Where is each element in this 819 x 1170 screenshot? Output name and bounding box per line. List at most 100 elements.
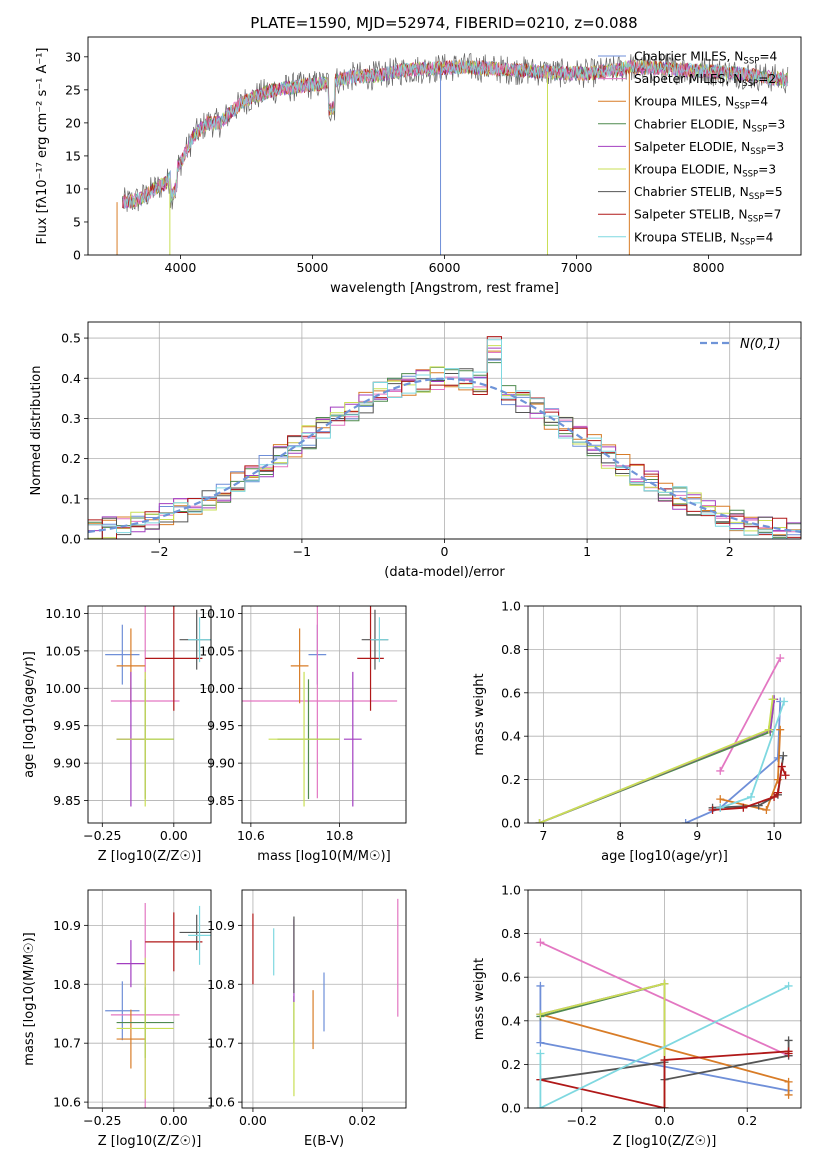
weight-series-1	[719, 657, 781, 772]
x-tick-label: 9	[693, 828, 701, 843]
x-tick-label: −0.25	[83, 828, 121, 843]
weight-point-marker	[716, 803, 725, 812]
legend-entry-name: Salpeter STELIB, N	[634, 208, 747, 222]
y-tick-label: 9.95	[207, 718, 235, 733]
weight-point-marker	[776, 654, 785, 663]
x-tick-label: −0.25	[83, 1113, 121, 1128]
mass_vs_EBV-frame	[241, 889, 407, 1109]
weight-series-3	[539, 699, 775, 823]
y-tick-label: 10.9	[207, 918, 235, 933]
y-tick-label: 9.85	[207, 793, 235, 808]
x-axis-label: Z [log10(Z/Z☉)]	[613, 1134, 717, 1149]
y-tick-label: 9.85	[53, 793, 81, 808]
weight-point-marker	[784, 1036, 793, 1045]
y-tick-label: 10.8	[53, 977, 81, 992]
x-tick-label: 0.02	[348, 1113, 376, 1128]
y-axis-label: Flux [fλ10⁻¹⁷ erg cm⁻² s⁻¹ A⁻¹]	[35, 48, 50, 245]
y-tick-label: 10	[65, 181, 81, 196]
weight-point-marker	[784, 1077, 793, 1086]
y-tick-label: 0.8	[501, 926, 521, 941]
weight-point-marker	[681, 819, 690, 823]
y-tick-label: 0.4	[61, 371, 81, 386]
age_vs_Z-plot-area	[105, 606, 211, 807]
weight-series-8	[539, 985, 789, 1108]
y-tick-label: 10.7	[207, 1036, 235, 1051]
y-axis-label: Normed distribution	[29, 366, 44, 496]
x-axis-label: E(B-V)	[304, 1134, 344, 1149]
weight-series-4	[539, 699, 775, 823]
spectrum-plot-area	[116, 53, 789, 255]
x-tick-label: 7000	[561, 260, 593, 275]
legend-entry: N(0,1)	[740, 337, 781, 352]
weight-point-marker	[770, 792, 779, 801]
mass_vs_EBV-panel: 0.00 0.02 10.6 10.7 10.8 10.9 E(B-V)	[207, 889, 407, 1149]
weight-point-marker	[660, 1104, 669, 1108]
weight_vs_Z-panel: −0.2 0.0 0.2 0.0 0.2 0.4 0.6 0.8 1.0 Z [log10(Z/Z…	[472, 883, 802, 1149]
weight-point-marker	[536, 981, 545, 990]
age_vs_Z-frame	[87, 605, 212, 824]
y-tick-label: 10.6	[53, 1095, 81, 1110]
x-tick-label: −1	[293, 544, 311, 559]
legend-entry-sub: SSP	[742, 79, 758, 89]
legend-entry-name: Chabrier MILES, N	[634, 50, 743, 64]
y-axis-label: age [log10(age/yr)]	[22, 651, 37, 778]
weight-point-marker	[739, 803, 748, 812]
y-tick-label: 0.1	[61, 491, 81, 506]
weight-point-marker	[762, 805, 771, 814]
legend-entry: Chabrier ELODIE, NSSP=3	[634, 117, 785, 134]
legend-entry-value: =7	[763, 208, 781, 222]
legend-entry-sub: SSP	[751, 124, 767, 134]
weight-point-marker	[660, 979, 669, 988]
weight-point-marker	[776, 725, 785, 734]
figure-title: PLATE=1590, MJD=52974, FIBERID=0210, z=0…	[250, 14, 637, 32]
x-tick-label: 5000	[297, 260, 329, 275]
x-tick-label: 10	[766, 828, 782, 843]
weight-point-marker	[708, 805, 717, 814]
age_vs_mass-panel: 10.6 10.8 9.85 9.90 9.95 10.00 10.05 10.10 mass …	[199, 605, 407, 864]
mass_vs_Z-plot-area	[105, 902, 211, 1108]
y-tick-label: 0.0	[501, 816, 521, 831]
legend-entry-value: =2	[758, 72, 776, 86]
legend-entry: Kroupa STELIB, NSSP=4	[634, 230, 774, 247]
weight-point-marker	[764, 725, 773, 734]
y-tick-label: 0.6	[501, 685, 521, 700]
spectrum-panel: 4000 5000 6000 7000 8000 0 5 10 15 20 25 30 waveleng…	[35, 36, 802, 296]
legend-entry-name: Chabrier STELIB, N	[634, 185, 749, 199]
x-tick-label: 0.2	[737, 1113, 757, 1128]
y-tick-label: 10.9	[53, 918, 81, 933]
legend-entry-value: =5	[765, 185, 783, 199]
x-tick-label: 0.00	[239, 1113, 267, 1128]
x-tick-label: 6000	[429, 260, 461, 275]
y-tick-label: 30	[65, 49, 81, 64]
y-tick-label: 1.0	[501, 599, 521, 614]
y-tick-label: 0.6	[501, 970, 521, 985]
y-tick-label: 0.3	[61, 411, 81, 426]
age_vs_Z-panel: −0.25 0.00 9.85 9.90 9.95 10.00 10.05 10.10 Z [l…	[22, 605, 212, 864]
legend-entry-value: =4	[755, 230, 773, 244]
y-tick-label: 15	[65, 148, 81, 163]
weight-point-marker	[660, 1056, 669, 1065]
y-tick-label: 10.05	[45, 643, 81, 658]
legend-entry-value: =4	[750, 95, 768, 109]
y-tick-label: 0.8	[501, 642, 521, 657]
legend-entry-sub: SSP	[749, 192, 765, 202]
x-tick-label: 0	[441, 544, 449, 559]
weight_vs_Z-plot-area	[536, 938, 793, 1108]
spectrum-line-8	[123, 59, 788, 210]
normal-reference-curve	[88, 377, 801, 534]
legend-entry-value: =3	[767, 117, 785, 131]
x-axis-label: mass [log10(M/M☉)]	[257, 849, 390, 864]
weight-point-marker	[536, 1104, 545, 1108]
x-tick-label: 8	[616, 828, 624, 843]
histogram-6	[88, 358, 801, 539]
legend-entry: Salpeter ELODIE, NSSP=3	[634, 140, 784, 157]
y-axis-label: mass weight	[472, 958, 487, 1040]
y-tick-label: 0.2	[61, 451, 81, 466]
legend-entry-sub: SSP	[742, 170, 758, 180]
x-tick-label: 10.6	[237, 828, 265, 843]
legend-entry-sub: SSP	[743, 57, 759, 67]
y-tick-label: 10.8	[207, 977, 235, 992]
legend-entry-sub: SSP	[747, 215, 763, 225]
